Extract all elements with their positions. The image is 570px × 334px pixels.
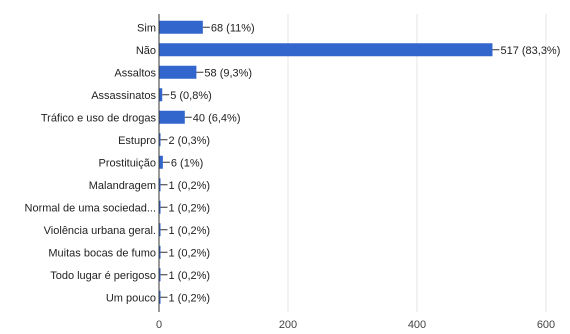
bar xyxy=(159,290,161,304)
gridlines xyxy=(287,14,547,312)
bar xyxy=(159,200,161,214)
bar xyxy=(159,155,163,169)
bar xyxy=(159,223,161,237)
bar xyxy=(159,43,493,57)
value-label: 68 (11%) xyxy=(211,22,255,34)
x-tick-label: 400 xyxy=(408,319,426,331)
bar xyxy=(159,268,161,282)
bar xyxy=(159,88,163,102)
bar xyxy=(159,245,161,259)
category-label: Não xyxy=(136,45,156,57)
x-tick-label: 200 xyxy=(279,319,297,331)
value-label: 58 (9,3%) xyxy=(204,67,252,79)
x-tick-label: 600 xyxy=(537,319,555,331)
category-label: Normal de uma sociedad... xyxy=(25,202,156,214)
category-label: Violência urbana geral. xyxy=(44,225,156,237)
category-label: Prostituição xyxy=(99,157,156,169)
category-label: Assaltos xyxy=(114,67,156,79)
bar xyxy=(159,20,203,34)
bar xyxy=(159,133,161,147)
category-label: Muitas bocas de fumo xyxy=(48,247,156,259)
value-label: 2 (0,3%) xyxy=(169,135,211,147)
category-labels: Sim Não Assaltos Assassinatos Tráfico e uso … xyxy=(25,22,157,304)
bar xyxy=(159,178,161,192)
bars xyxy=(159,20,493,304)
value-label: 5 (0,8%) xyxy=(170,90,212,102)
category-label: Tráfico e uso de drogas xyxy=(41,112,157,124)
value-label: 1 (0,2%) xyxy=(169,247,211,259)
category-label: Estupro xyxy=(118,135,156,147)
x-tick-label: 0 xyxy=(156,319,162,331)
category-label: Todo lugar é perigoso xyxy=(50,270,156,282)
value-label: 40 (6,4%) xyxy=(193,112,241,124)
value-label: 1 (0,2%) xyxy=(169,225,211,237)
value-label: 6 (1%) xyxy=(171,157,203,169)
value-label: 1 (0,2%) xyxy=(169,180,211,192)
bar xyxy=(159,110,185,124)
bar xyxy=(159,65,197,79)
category-label: Um pouco xyxy=(106,292,156,304)
value-label: 1 (0,2%) xyxy=(169,270,211,282)
value-labels: 68 (11%) 517 (83,3%) 58 (9,3%) 5 (0,8%) 40 (… xyxy=(160,22,560,304)
category-label: Malandragem xyxy=(89,180,156,192)
category-label: Sim xyxy=(137,22,156,34)
x-tick-labels: 0 200 400 600 xyxy=(156,319,555,331)
value-label: 1 (0,2%) xyxy=(169,202,211,214)
value-label: 517 (83,3%) xyxy=(500,45,560,57)
category-label: Assassinatos xyxy=(91,90,156,102)
value-label: 1 (0,2%) xyxy=(169,292,211,304)
